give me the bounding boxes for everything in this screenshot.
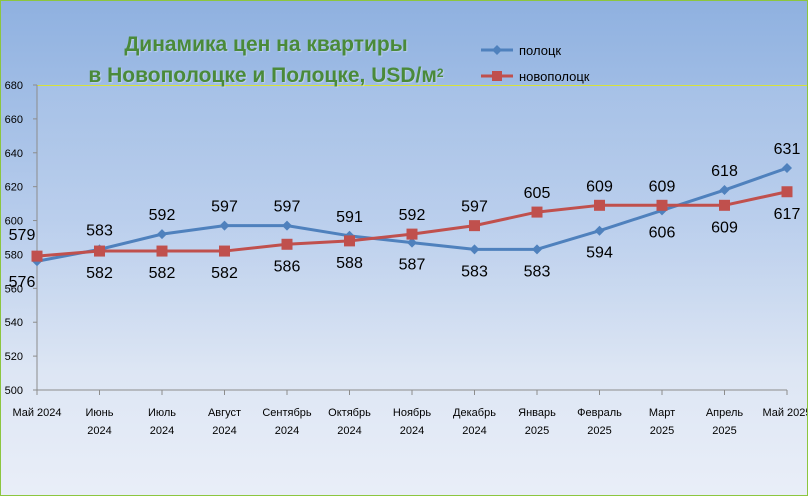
y-tick-label: 680 [5, 80, 23, 92]
data-label-polotsk: 591 [336, 209, 363, 226]
data-label-polotsk: 597 [274, 199, 301, 216]
x-tick-label: 2024 [87, 425, 111, 437]
data-label-polotsk: 597 [211, 199, 238, 216]
x-tick-label: Сентябрь [262, 407, 312, 419]
x-tick-label: Июнь [86, 407, 114, 419]
data-point-polotsk [157, 229, 167, 240]
chart-title: Динамика цен на квартиры в Новополоцке и… [61, 29, 471, 91]
data-point-polotsk [219, 220, 230, 231]
data-label-polotsk: 594 [586, 245, 613, 262]
data-label-novopolotsk: 582 [211, 265, 238, 282]
legend: полоцк новополоцк [479, 37, 589, 89]
data-point-polotsk [469, 244, 480, 255]
data-point-novopolotsk [469, 220, 480, 232]
chart-title-line-2-text: в Новополоцке и Полоцке, USD/м [88, 64, 437, 87]
y-tick-label: 620 [5, 182, 23, 194]
data-label-novopolotsk: 582 [149, 265, 176, 282]
x-tick-label: Декабрь [453, 407, 496, 419]
data-point-novopolotsk [406, 228, 418, 240]
data-point-novopolotsk [531, 206, 543, 218]
data-label-polotsk: 592 [149, 207, 176, 224]
y-tick-label: 540 [5, 317, 23, 329]
x-tick-label: 2025 [525, 425, 549, 437]
x-tick-label: Май 2024 [12, 407, 61, 419]
x-tick-label: Апрель [706, 407, 744, 419]
plot-area [37, 85, 807, 391]
legend-item-novopolotsk: новополоцк [479, 63, 589, 89]
data-label-polotsk: 587 [399, 257, 426, 274]
data-label-novopolotsk: 609 [649, 178, 676, 195]
data-label-polotsk: 583 [86, 222, 113, 239]
data-point-novopolotsk [344, 235, 355, 247]
chart-title-line-2: в Новополоцке и Полоцке, USD/м2 [61, 60, 471, 91]
x-tick-label: 2024 [275, 425, 299, 437]
data-point-novopolotsk [594, 199, 605, 211]
x-tick-label: 2025 [650, 425, 674, 437]
y-tick-label: 660 [5, 114, 23, 126]
data-point-polotsk [532, 244, 542, 255]
x-tick-label: Май 2025 [762, 407, 807, 419]
data-label-novopolotsk: 609 [711, 219, 738, 236]
x-tick-label: Июль [148, 407, 176, 419]
chart-title-line-1: Динамика цен на квартиры [124, 33, 408, 56]
legend-label-polotsk: полоцк [519, 42, 562, 58]
x-tick-label: 2024 [400, 425, 424, 437]
legend-marker-polotsk [481, 45, 513, 55]
data-point-novopolotsk [156, 245, 168, 257]
data-label-novopolotsk: 579 [9, 227, 36, 244]
data-label-novopolotsk: 609 [586, 178, 613, 195]
x-tick-label: Февраль [577, 407, 622, 419]
legend-marker-novopolotsk [481, 71, 513, 81]
legend-label-novopolotsk: новополоцк [519, 68, 590, 84]
x-tick-label: 2024 [212, 425, 236, 437]
legend-item-polotsk: полоцк [479, 37, 589, 63]
y-tick-label: 580 [5, 249, 23, 261]
x-tick-label: 2024 [462, 425, 486, 437]
x-tick-label: 2025 [712, 425, 736, 437]
y-tick-label: 560 [5, 283, 23, 295]
x-tick-label: Август [208, 407, 241, 419]
x-tick-label: 2024 [150, 425, 174, 437]
data-point-novopolotsk [31, 250, 43, 262]
x-tick-label: 2024 [337, 425, 361, 437]
data-label-novopolotsk: 582 [86, 265, 113, 282]
data-label-novopolotsk: 605 [524, 185, 551, 202]
data-point-novopolotsk [719, 199, 730, 211]
data-point-polotsk [719, 185, 730, 196]
y-tick-label: 600 [5, 216, 23, 228]
x-tick-label: Март [649, 407, 675, 419]
data-label-novopolotsk: 592 [399, 207, 426, 224]
y-tick-label: 520 [5, 351, 23, 363]
data-point-polotsk [282, 220, 292, 231]
x-tick-label: 2025 [587, 425, 611, 437]
data-point-polotsk [594, 225, 605, 236]
chart-title-superscript: 2 [436, 66, 444, 80]
data-point-novopolotsk [656, 199, 668, 211]
data-point-novopolotsk [281, 238, 293, 250]
data-point-novopolotsk [94, 245, 105, 257]
x-tick-label: Январь [518, 407, 556, 419]
y-tick-label: 640 [5, 148, 23, 160]
data-label-novopolotsk: 617 [774, 206, 801, 223]
y-tick-label: 500 [5, 385, 23, 397]
data-label-polotsk: 618 [711, 163, 738, 180]
data-label-polotsk: 576 [9, 274, 36, 291]
data-label-novopolotsk: 586 [274, 258, 301, 275]
x-tick-label: Ноябрь [393, 407, 431, 419]
data-label-polotsk: 606 [649, 224, 676, 241]
data-point-novopolotsk [781, 186, 793, 198]
data-label-novopolotsk: 588 [336, 255, 363, 272]
data-label-polotsk: 631 [774, 141, 801, 158]
data-point-novopolotsk [219, 245, 230, 257]
data-point-polotsk [782, 163, 792, 174]
data-label-polotsk: 583 [524, 263, 551, 280]
data-label-novopolotsk: 597 [461, 199, 488, 216]
x-tick-label: Октябрь [328, 407, 371, 419]
data-point-polotsk [407, 237, 417, 248]
data-label-polotsk: 583 [461, 263, 488, 280]
